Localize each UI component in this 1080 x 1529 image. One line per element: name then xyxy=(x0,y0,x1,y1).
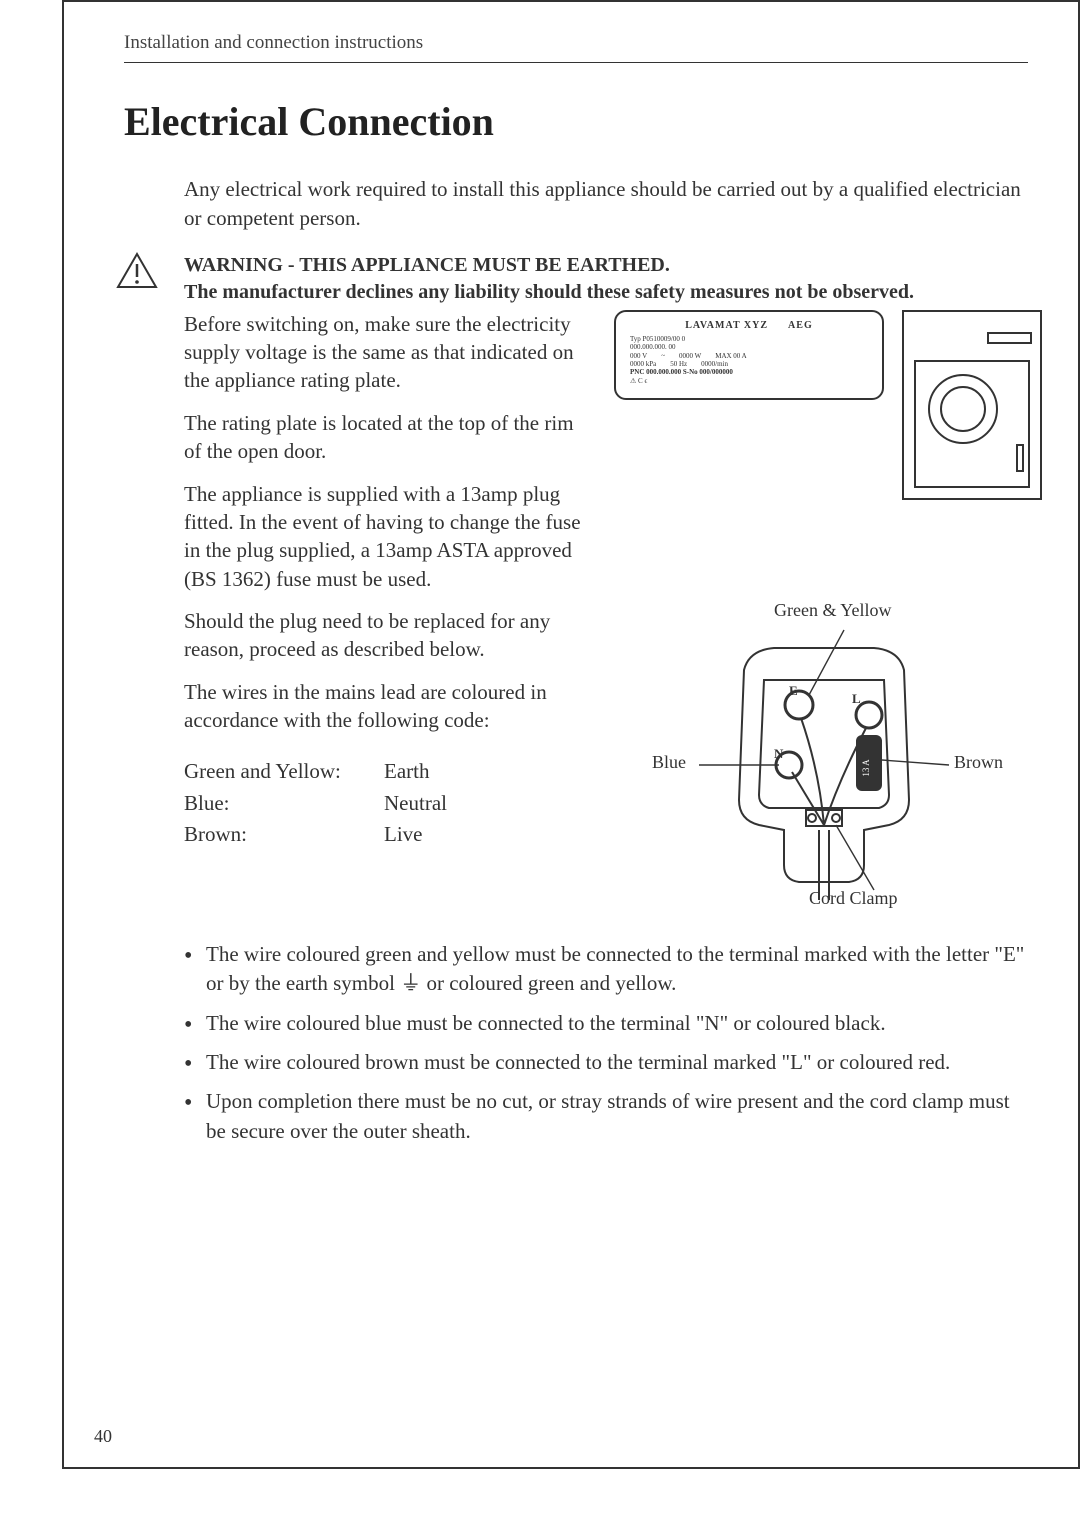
rating-line-5b: 0000/min xyxy=(701,360,728,368)
rating-line-3d: MAX 00 A xyxy=(715,352,747,360)
wire-row-meaning: Live xyxy=(384,819,447,851)
intro-text: Any electrical work required to install … xyxy=(184,175,1028,234)
wire-row-color: Blue: xyxy=(184,788,344,820)
rating-plate-diagram: LAVAMAT XYZ AEG Typ P0510009/00 0 000.00… xyxy=(614,310,884,400)
washer-tray-icon xyxy=(987,332,1032,344)
svg-text:L: L xyxy=(852,691,861,706)
rating-line-1: Typ P0510009/00 0 xyxy=(630,335,868,343)
paragraph-1: Before switching on, make sure the elect… xyxy=(184,310,584,395)
washing-machine-diagram xyxy=(902,310,1042,500)
rating-brand-left: LAVAMAT XYZ xyxy=(685,320,768,332)
section-header: Installation and connection instructions xyxy=(124,32,1028,63)
two-column-layout: Before switching on, make sure the elect… xyxy=(184,310,1028,920)
appliance-illustration-row: LAVAMAT XYZ AEG Typ P0510009/00 0 000.00… xyxy=(614,310,1042,500)
rating-line-5a: 50 Hz xyxy=(670,360,687,368)
rating-line-3c: 0000 W xyxy=(679,352,701,360)
wire-row-meaning: Earth xyxy=(384,756,447,788)
rating-line-3a: 000 V xyxy=(630,352,647,360)
paragraph-4: Should the plug need to be replaced for … xyxy=(184,607,584,664)
bullet-item: The wire coloured blue must be connected… xyxy=(184,1009,1028,1038)
washer-door-icon xyxy=(914,360,1030,488)
rating-brand-right: AEG xyxy=(788,320,813,332)
wiring-instructions-list: The wire coloured green and yellow must … xyxy=(184,940,1028,1146)
bullet-item: The wire coloured brown must be connecte… xyxy=(184,1048,1028,1077)
paragraph-3: The appliance is supplied with a 13amp p… xyxy=(184,480,584,593)
rating-line-4: 0000 kPa xyxy=(630,360,656,368)
svg-text:N: N xyxy=(774,746,784,761)
svg-text:E: E xyxy=(789,683,798,698)
rating-line-2: 000.000.000. 00 xyxy=(630,343,868,351)
bullet-item: The wire coloured green and yellow must … xyxy=(184,940,1028,999)
page-number: 40 xyxy=(94,1426,112,1447)
plug-label-bottom: Cord Clamp xyxy=(809,888,898,909)
page-content: Any electrical work required to install … xyxy=(184,175,1028,1146)
rating-symbols: ⚠ C ϵ xyxy=(630,377,868,385)
paragraph-2: The rating plate is located at the top o… xyxy=(184,409,584,466)
left-column: Before switching on, make sure the elect… xyxy=(184,310,584,920)
paragraph-5: The wires in the mains lead are coloured… xyxy=(184,678,584,735)
right-column: LAVAMAT XYZ AEG Typ P0510009/00 0 000.00… xyxy=(614,310,1042,920)
rating-line-3b: ~ xyxy=(661,352,665,360)
bullet-item: Upon completion there must be no cut, or… xyxy=(184,1087,1028,1146)
washer-handle-icon xyxy=(1016,444,1024,472)
plug-label-left: Blue xyxy=(652,752,686,773)
wire-color-table: Green and Yellow: Blue: Brown: Earth Neu… xyxy=(184,756,584,851)
plug-label-right: Brown xyxy=(954,752,1003,773)
warning-line-1: WARNING - THIS APPLIANCE MUST BE EARTHED… xyxy=(184,252,1028,279)
warning-triangle-icon xyxy=(116,252,158,295)
wire-row-meaning: Neutral xyxy=(384,788,447,820)
page-title: Electrical Connection xyxy=(124,98,1028,145)
wire-row-color: Brown: xyxy=(184,819,344,851)
plug-wiring-diagram: E L N 13 A xyxy=(614,600,1042,920)
warning-line-2: The manufacturer declines any liability … xyxy=(184,279,1028,306)
rating-line-6: PNC 000.000.000 S-No 000/000000 xyxy=(630,368,868,376)
manual-page: Installation and connection instructions… xyxy=(62,0,1080,1469)
svg-text:13 A: 13 A xyxy=(861,759,871,777)
plug-label-top: Green & Yellow xyxy=(774,600,892,621)
wire-row-color: Green and Yellow: xyxy=(184,756,344,788)
warning-section: WARNING - THIS APPLIANCE MUST BE EARTHED… xyxy=(184,252,1028,306)
washer-porthole-icon xyxy=(928,374,998,444)
